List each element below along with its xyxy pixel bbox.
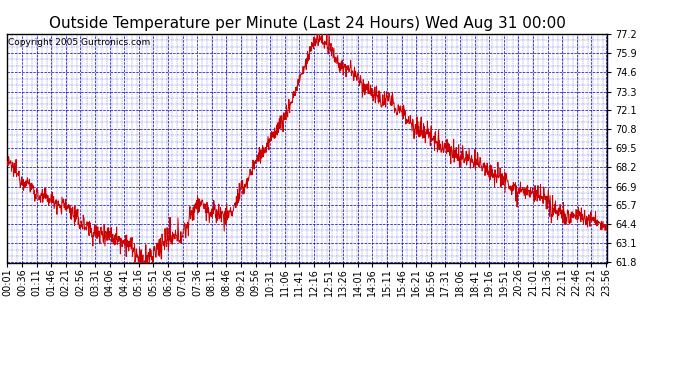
Text: Copyright 2005 Gurtronics.com: Copyright 2005 Gurtronics.com	[8, 38, 150, 47]
Title: Outside Temperature per Minute (Last 24 Hours) Wed Aug 31 00:00: Outside Temperature per Minute (Last 24 …	[48, 16, 566, 31]
